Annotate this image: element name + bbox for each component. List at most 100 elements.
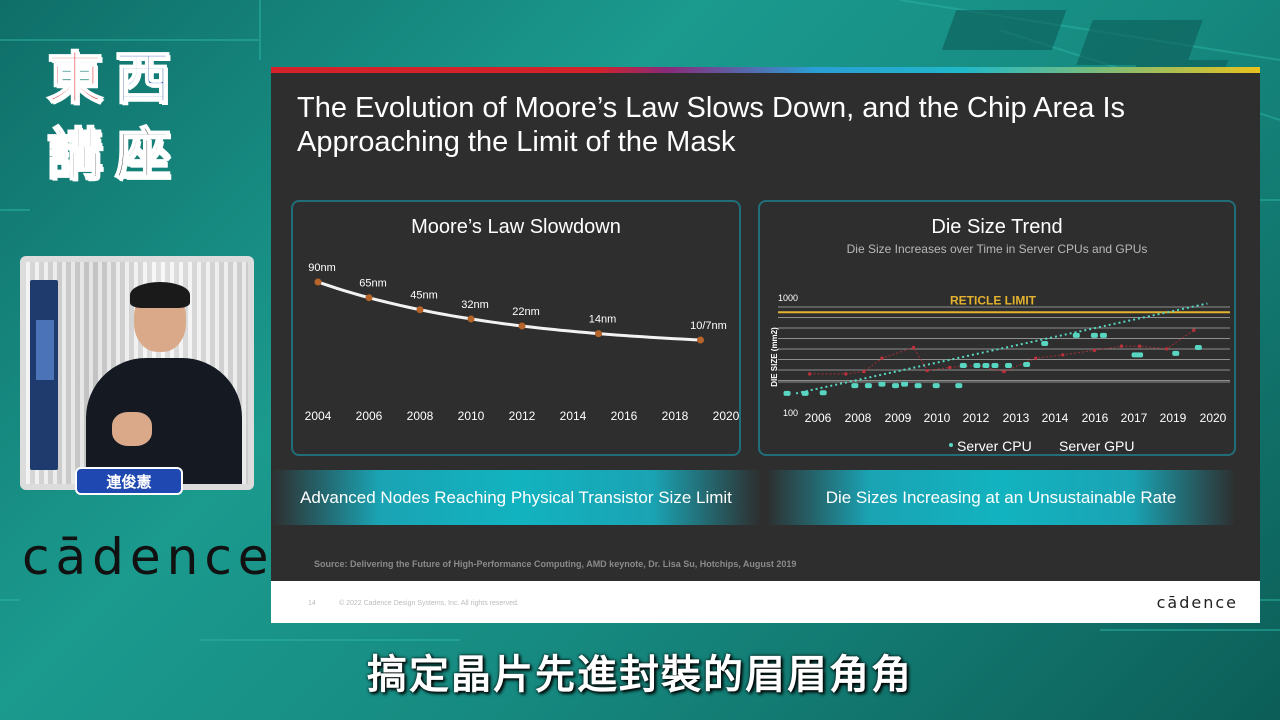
x-tick-label: 2019 xyxy=(1160,411,1187,425)
gpu-data-point xyxy=(925,369,929,373)
page-number: 14 xyxy=(308,600,316,607)
presentation-slide: The Evolution of Moore’s Law Slows Down,… xyxy=(271,67,1260,623)
gpu-series-line xyxy=(809,329,1195,375)
node-trend-line xyxy=(317,280,701,342)
node-marker xyxy=(314,278,322,286)
x-tick-label: 2012 xyxy=(509,409,536,423)
gpu-data-point xyxy=(1192,328,1196,332)
moores-law-title: Moore’s Law Slowdown xyxy=(411,216,621,238)
node-label: 90nm xyxy=(308,262,336,274)
cpu-data-point xyxy=(932,383,940,389)
node-label: 45nm xyxy=(410,290,438,302)
node-label: 14nm xyxy=(589,314,617,326)
legend-gpu-label: Server GPU xyxy=(1059,438,1134,454)
speaker-hair xyxy=(130,282,190,308)
logo-char-seat: 座 xyxy=(114,123,172,188)
x-tick-label: 2009 xyxy=(885,411,912,425)
cpu-data-point xyxy=(1172,350,1180,356)
y-axis-label: DIE SIZE (mm2) xyxy=(770,327,779,387)
cpu-data-point xyxy=(1023,361,1031,367)
speaker-name-tag: 連俊憲 xyxy=(75,467,183,495)
x-tick-label: 2016 xyxy=(1082,411,1109,425)
cpu-data-point xyxy=(878,381,886,387)
cpu-data-point xyxy=(955,383,963,389)
node-label: 32nm xyxy=(461,299,489,311)
cpu-data-point xyxy=(801,390,809,396)
left-banner: Advanced Nodes Reaching Physical Transis… xyxy=(271,470,761,525)
cpu-data-point xyxy=(1090,332,1098,338)
x-tick-label: 2010 xyxy=(458,409,485,423)
source-note: Source: Delivering the Future of High-Pe… xyxy=(314,559,797,569)
x-tick-label: 2008 xyxy=(845,411,872,425)
node-marker xyxy=(697,336,704,344)
cpu-data-point xyxy=(1005,362,1013,368)
reticle-limit-label: RETICLE LIMIT xyxy=(950,293,1037,307)
gpu-data-point xyxy=(1165,347,1169,351)
cpu-data-point xyxy=(819,390,827,396)
x-tick-label: 2017 xyxy=(1121,411,1148,425)
gpu-data-point xyxy=(880,356,884,360)
die-size-chart: RETICLE LIMIT 1000 100 DIE SIZE (mm2) 2006 20… xyxy=(770,293,1230,454)
x-tick-label: 2016 xyxy=(611,409,638,423)
logo-char-west: 西 xyxy=(114,47,172,112)
node-label: 65nm xyxy=(359,278,387,290)
x-tick-label: 2006 xyxy=(805,411,832,425)
cpu-data-point xyxy=(864,383,872,389)
die-size-panel: Die Size Trend Die Size Increases over T… xyxy=(758,200,1236,456)
gpu-data-point xyxy=(862,370,866,374)
node-marker xyxy=(595,330,602,338)
cpu-data-point xyxy=(1099,332,1107,338)
gpu-data-point xyxy=(1138,344,1142,348)
x-tick-label: 2018 xyxy=(662,409,689,423)
node-marker xyxy=(518,322,526,330)
x-tick-label: 2020 xyxy=(713,409,740,423)
slide-footer: 14 © 2022 Cadence Design Systems, Inc. A… xyxy=(271,581,1260,623)
cpu-data-point xyxy=(982,362,990,368)
logo-char-east: 東 xyxy=(46,47,104,112)
moores-law-chart: 90nm 65nm 45nm 32nm 22nm 14nm 10/7nm 2004 2006 20… xyxy=(305,262,740,423)
node-label: 22nm xyxy=(512,306,540,318)
cpu-data-point xyxy=(1041,341,1049,347)
video-subtitle: 搞定晶片先進封裝的眉眉角角 xyxy=(367,652,913,698)
logo-char-lecture: 講 xyxy=(46,123,104,188)
cpu-data-point xyxy=(1194,345,1202,351)
slide-color-strip xyxy=(271,67,1260,73)
node-label: 10/7nm xyxy=(690,320,727,332)
cpu-data-point xyxy=(783,390,791,396)
x-tick-label: 2014 xyxy=(1042,411,1069,425)
y-tick-label: 100 xyxy=(783,408,798,418)
node-marker xyxy=(365,294,373,302)
copyright: © 2022 Cadence Design Systems, Inc. All … xyxy=(339,600,519,607)
node-marker xyxy=(416,306,424,314)
x-tick-label: 2004 xyxy=(305,409,332,423)
gpu-data-point xyxy=(1002,370,1006,374)
cpu-data-point xyxy=(901,381,909,387)
legend-cpu-label: Server CPU xyxy=(957,438,1032,454)
right-banner: Die Sizes Increasing at an Unsustainable… xyxy=(766,470,1236,525)
gpu-data-point xyxy=(844,372,848,376)
cadence-logo: cādence xyxy=(22,528,275,586)
speaker-video-frame xyxy=(26,262,248,484)
moores-law-panel: Moore’s Law Slowdown 90nm 65nm 45nm 32nm 22n… xyxy=(291,200,741,456)
speaker-video xyxy=(20,256,254,490)
x-tick-label: 2010 xyxy=(924,411,951,425)
gpu-data-point xyxy=(808,372,812,376)
cpu-trend-line xyxy=(795,302,1208,395)
x-tick-label: 2020 xyxy=(1200,411,1227,425)
gpu-data-point xyxy=(1061,353,1065,357)
gpu-data-point xyxy=(1120,344,1124,348)
slide-title: The Evolution of Moore’s Law Slows Down,… xyxy=(297,92,1126,158)
cpu-data-point xyxy=(1136,352,1144,358)
speaker-body xyxy=(86,358,242,484)
cpu-data-point xyxy=(991,362,999,368)
cpu-data-point xyxy=(892,383,900,389)
x-tick-label: 2006 xyxy=(356,409,383,423)
die-size-title: Die Size Trend xyxy=(931,216,1063,238)
x-tick-label: 2013 xyxy=(1003,411,1030,425)
east-west-lecture-logo: 東 西 講 座 xyxy=(40,45,180,195)
gpu-data-point xyxy=(948,365,952,369)
speaker-hand xyxy=(112,412,152,446)
cpu-data-point xyxy=(1072,332,1080,338)
gpu-data-point xyxy=(1092,348,1096,352)
x-tick-label: 2014 xyxy=(560,409,587,423)
